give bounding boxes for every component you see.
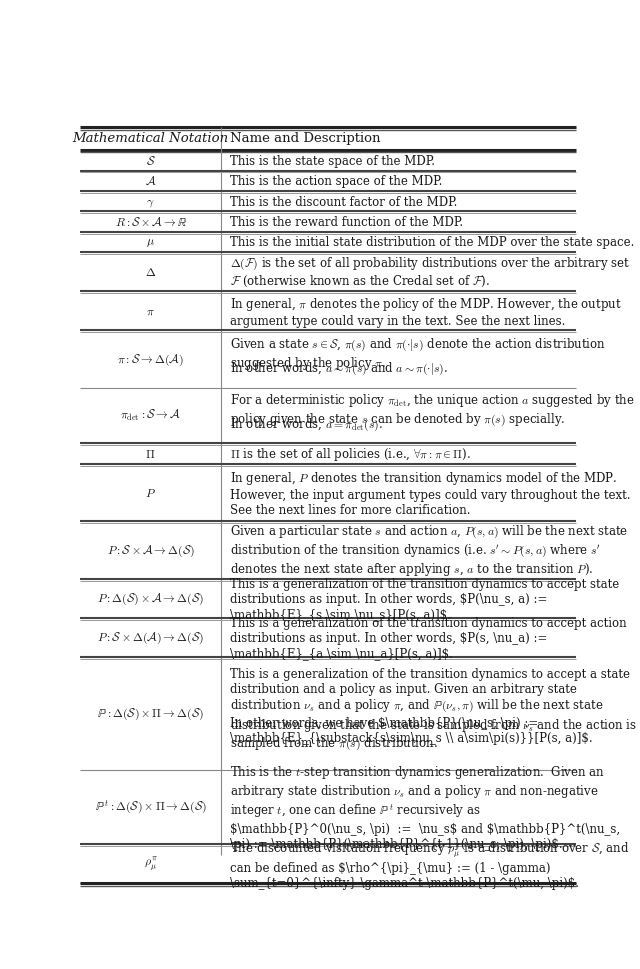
Text: In general, $P$ denotes the transition dynamics model of the MDP. However, the i: In general, $P$ denotes the transition d… [230,470,631,517]
Text: Given a particular state $s$ and action $a$, $P(s, a)$ will be the next state di: Given a particular state $s$ and action … [230,524,628,578]
Text: $R : \mathcal{S} \times \mathcal{A} \rightarrow \mathbb{R}$: $R : \mathcal{S} \times \mathcal{A} \rig… [115,216,187,229]
Text: $\Delta$: $\Delta$ [145,266,156,279]
Text: $\pi_{\mathrm{det}} : \mathcal{S} \rightarrow \mathcal{A}$: $\pi_{\mathrm{det}} : \mathcal{S} \right… [120,408,181,423]
Text: Mathematical Notation: Mathematical Notation [72,132,228,145]
Text: In other words, $a = \pi_{\mathrm{det}}(s)$.: In other words, $a = \pi_{\mathrm{det}}(… [230,417,383,433]
Text: $P : \Delta(\mathcal{S}) \times \mathcal{A} \rightarrow \Delta(\mathcal{S})$: $P : \Delta(\mathcal{S}) \times \mathcal… [97,592,204,607]
Text: In other words, we have $\mathbb{P}(\nu_s, \pi) := \mathbb{E}_{\substack{s\sim\n: In other words, we have $\mathbb{P}(\nu_… [230,717,593,744]
Text: Given a state $s \in \mathcal{S}$, $\pi(s)$ and $\pi(\cdot|s)$ denote the action: Given a state $s \in \mathcal{S}$, $\pi(… [230,336,606,372]
Text: $\Pi$ is the set of all policies (i.e., $\forall \pi : \pi \in \Pi$).: $\Pi$ is the set of all policies (i.e., … [230,446,471,463]
Text: This is the action space of the MDP.: This is the action space of the MDP. [230,175,443,188]
Text: $\mu$: $\mu$ [147,236,155,249]
Text: Name and Description: Name and Description [230,132,381,145]
Text: This is the $t$-step transition dynamics generalization.  Given an arbitrary sta: This is the $t$-step transition dynamics… [230,764,620,851]
Text: $\pi$: $\pi$ [147,305,155,318]
Text: $\pi : \mathcal{S} \rightarrow \Delta(\mathcal{A})$: $\pi : \mathcal{S} \rightarrow \Delta(\m… [117,353,184,367]
Text: $P : \mathcal{S} \times \mathcal{A} \rightarrow \Delta(\mathcal{S})$: $P : \mathcal{S} \times \mathcal{A} \rig… [107,544,195,559]
Text: $\mathcal{A}$: $\mathcal{A}$ [145,175,156,188]
Text: $\rho^{\pi}_{\mu}$: $\rho^{\pi}_{\mu}$ [144,856,157,874]
Text: This is a generalization of the transition dynamics to accept action distributio: This is a generalization of the transiti… [230,617,627,660]
Text: This is the discount factor of the MDP.: This is the discount factor of the MDP. [230,196,458,208]
Text: $\mathcal{S}$: $\mathcal{S}$ [146,155,156,168]
Text: This is a generalization of the transition dynamics to accept state distribution: This is a generalization of the transiti… [230,578,620,621]
Text: $P : \mathcal{S} \times \Delta(\mathcal{A}) \rightarrow \Delta(\mathcal{S})$: $P : \mathcal{S} \times \Delta(\mathcal{… [97,631,204,646]
Text: $\mathbb{P} : \Delta(\mathcal{S}) \times \Pi \rightarrow \Delta(\mathcal{S})$: $\mathbb{P} : \Delta(\mathcal{S}) \times… [97,706,204,722]
Text: This is the state space of the MDP.: This is the state space of the MDP. [230,155,435,168]
Text: $\Pi$: $\Pi$ [145,448,156,461]
Text: In other words, $a \sim \pi(s)$ and $a \sim \pi(\cdot|s)$.: In other words, $a \sim \pi(s)$ and $a \… [230,361,448,377]
Text: This is a generalization of the transition dynamics to accept a state distributi: This is a generalization of the transiti… [230,668,637,752]
Text: This is the reward function of the MDP.: This is the reward function of the MDP. [230,216,463,229]
Text: $\mathbb{P}^{t} : \Delta(\mathcal{S}) \times \Pi \rightarrow \Delta(\mathcal{S}): $\mathbb{P}^{t} : \Delta(\mathcal{S}) \t… [95,798,207,816]
Text: For a deterministic policy $\pi_{\mathrm{det}}$, the unique action $a$ suggested: For a deterministic policy $\pi_{\mathrm… [230,392,635,427]
Text: $\Delta(\mathcal{F})$ is the set of all probability distributions over the arbit: $\Delta(\mathcal{F})$ is the set of all … [230,256,630,290]
Text: $P$: $P$ [145,487,156,500]
Text: $\gamma$: $\gamma$ [147,196,155,208]
Text: In general, $\pi$ denotes the policy of the MDP. However, the output argument ty: In general, $\pi$ denotes the policy of … [230,296,622,328]
Text: This is the initial state distribution of the MDP over the state space.: This is the initial state distribution o… [230,236,635,249]
Text: The discounted visitation frequency $\rho^{\pi}_{\mu}$ is a distribution over $\: The discounted visitation frequency $\rh… [230,840,630,890]
